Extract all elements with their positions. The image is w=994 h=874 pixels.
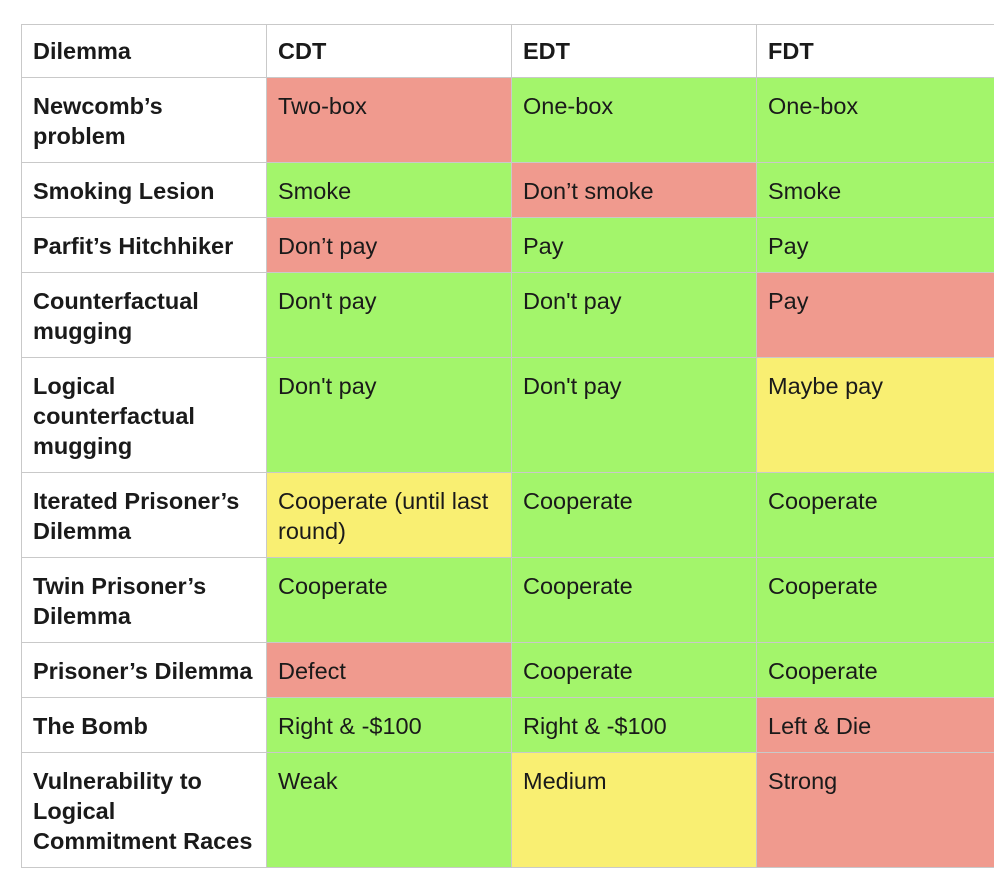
- header-fdt: FDT: [756, 24, 994, 78]
- decision-theory-table: Dilemma CDT EDT FDT Newcomb’s problem Tw…: [21, 24, 994, 868]
- edt-cell: Cooperate: [511, 472, 757, 558]
- edt-cell: Pay: [511, 217, 757, 273]
- fdt-cell: One-box: [756, 77, 994, 163]
- table-row: Twin Prisoner’s Dilemma Cooperate Cooper…: [21, 557, 994, 643]
- row-dilemma-label: Prisoner’s Dilemma: [21, 642, 267, 698]
- fdt-cell: Pay: [756, 217, 994, 273]
- table-row: Logical counterfactual mugging Don't pay…: [21, 357, 994, 473]
- row-dilemma-label: Newcomb’s problem: [21, 77, 267, 163]
- cdt-cell: Smoke: [266, 162, 512, 218]
- fdt-cell: Smoke: [756, 162, 994, 218]
- row-dilemma-label: Parfit’s Hitchhiker: [21, 217, 267, 273]
- table-row: The Bomb Right & -$100 Right & -$100 Lef…: [21, 697, 994, 753]
- table-row: Vulnerability to Logical Commitment Race…: [21, 752, 994, 868]
- fdt-cell: Left & Die: [756, 697, 994, 753]
- fdt-cell: Strong: [756, 752, 994, 868]
- cdt-cell: Two-box: [266, 77, 512, 163]
- edt-cell: Medium: [511, 752, 757, 868]
- fdt-cell: Pay: [756, 272, 994, 358]
- cdt-cell: Defect: [266, 642, 512, 698]
- row-dilemma-label: Counterfactual mugging: [21, 272, 267, 358]
- cdt-cell: Don't pay: [266, 357, 512, 473]
- table-row: Counterfactual mugging Don't pay Don't p…: [21, 272, 994, 358]
- header-cdt: CDT: [266, 24, 512, 78]
- row-dilemma-label: Vulnerability to Logical Commitment Race…: [21, 752, 267, 868]
- cdt-cell: Weak: [266, 752, 512, 868]
- decision-theory-table-container: Dilemma CDT EDT FDT Newcomb’s problem Tw…: [21, 24, 994, 868]
- edt-cell: Don't pay: [511, 272, 757, 358]
- edt-cell: Don't pay: [511, 357, 757, 473]
- row-dilemma-label: Twin Prisoner’s Dilemma: [21, 557, 267, 643]
- fdt-cell: Cooperate: [756, 642, 994, 698]
- table-row: Iterated Prisoner’s Dilemma Cooperate (u…: [21, 472, 994, 558]
- edt-cell: Cooperate: [511, 557, 757, 643]
- header-row: Dilemma CDT EDT FDT: [21, 24, 994, 78]
- edt-cell: Don’t smoke: [511, 162, 757, 218]
- row-dilemma-label: Logical counterfactual mugging: [21, 357, 267, 473]
- row-dilemma-label: The Bomb: [21, 697, 267, 753]
- table-row: Newcomb’s problem Two-box One-box One-bo…: [21, 77, 994, 163]
- edt-cell: Cooperate: [511, 642, 757, 698]
- row-dilemma-label: Iterated Prisoner’s Dilemma: [21, 472, 267, 558]
- edt-cell: One-box: [511, 77, 757, 163]
- table-row: Smoking Lesion Smoke Don’t smoke Smoke: [21, 162, 994, 218]
- fdt-cell: Cooperate: [756, 472, 994, 558]
- fdt-cell: Maybe pay: [756, 357, 994, 473]
- edt-cell: Right & -$100: [511, 697, 757, 753]
- cdt-cell: Right & -$100: [266, 697, 512, 753]
- cdt-cell: Cooperate: [266, 557, 512, 643]
- cdt-cell: Don't pay: [266, 272, 512, 358]
- cdt-cell: Don’t pay: [266, 217, 512, 273]
- table-row: Parfit’s Hitchhiker Don’t pay Pay Pay: [21, 217, 994, 273]
- table-row: Prisoner’s Dilemma Defect Cooperate Coop…: [21, 642, 994, 698]
- row-dilemma-label: Smoking Lesion: [21, 162, 267, 218]
- cdt-cell: Cooperate (until last round): [266, 472, 512, 558]
- fdt-cell: Cooperate: [756, 557, 994, 643]
- header-edt: EDT: [511, 24, 757, 78]
- header-dilemma: Dilemma: [21, 24, 267, 78]
